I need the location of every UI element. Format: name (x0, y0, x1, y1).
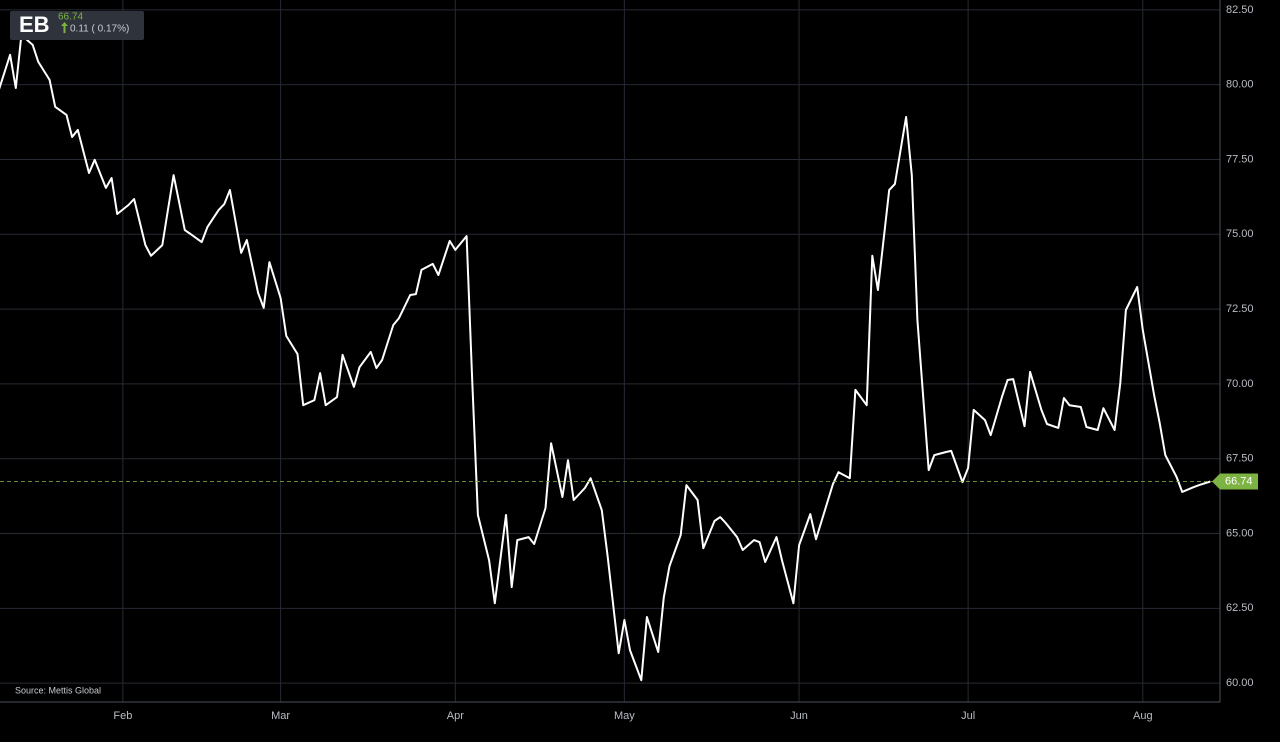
badge-change: 0.11 ( 0.17%) (70, 24, 129, 35)
y-tick-label: 62.50 (1226, 602, 1254, 614)
y-tick-label: 60.00 (1226, 677, 1254, 689)
up-arrow (61, 22, 68, 33)
price-tag (1212, 473, 1258, 490)
price-tag-label: 66.74 (1225, 475, 1253, 487)
ticker: EB (19, 12, 50, 37)
badge-background (10, 11, 144, 40)
y-tick-label: 70.00 (1226, 378, 1254, 390)
x-tick-label: Mar (271, 710, 290, 722)
grid (0, 0, 1220, 702)
y-tick-label: 82.50 (1226, 4, 1254, 16)
x-tick-label: Jun (790, 710, 808, 722)
y-tick-label: 80.00 (1226, 79, 1254, 91)
badge-price: 66.74 (58, 12, 83, 23)
plot (0, 34, 1220, 682)
x-tick-label: Feb (113, 710, 132, 722)
y-tick-label: 75.00 (1226, 228, 1254, 240)
x-tick-label: Apr (447, 710, 464, 722)
x-tick-label: Jul (961, 710, 975, 722)
x-tick-label: Aug (1133, 710, 1153, 722)
y-tick-label: 65.00 (1226, 527, 1254, 539)
y-tick-label: 67.50 (1226, 453, 1254, 465)
axis-labels: 60.00 62.50 65.00 67.50 70.00 72.50 75.00 77.50… (113, 4, 1258, 722)
ticker-badge: EB 66.74 0.11 ( 0.17%) (10, 11, 144, 40)
price-line (0, 34, 1211, 682)
x-tick-label: May (614, 710, 635, 722)
y-tick-label: 72.50 (1226, 303, 1254, 315)
y-tick-label: 77.50 (1226, 153, 1254, 165)
source: Source: Mettis Global (15, 685, 101, 695)
